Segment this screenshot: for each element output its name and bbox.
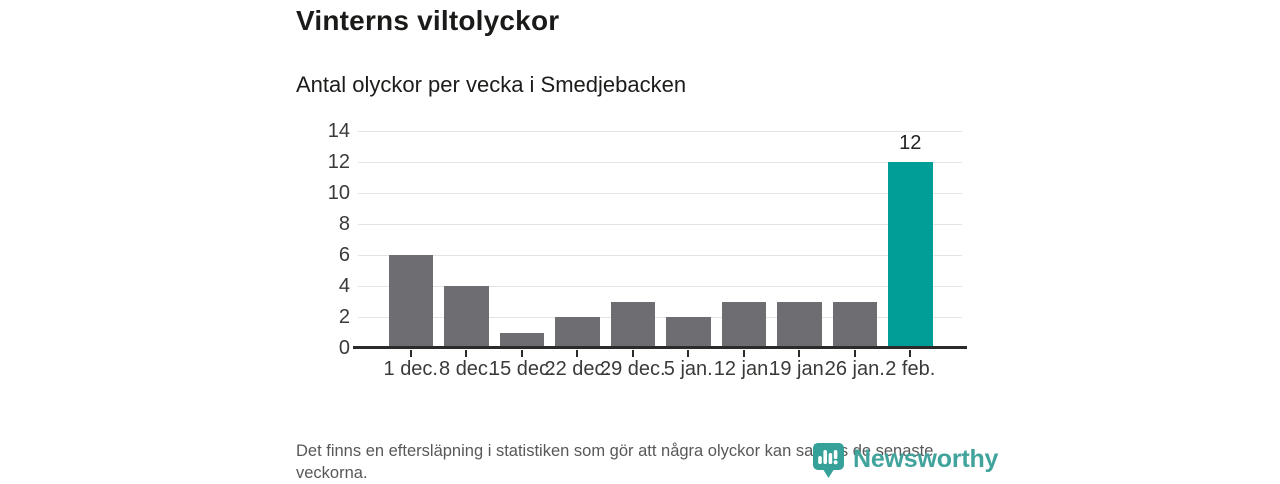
gridline (358, 223, 962, 225)
x-tick-label: 29 dec. (599, 358, 666, 380)
axis-tick (465, 350, 468, 357)
newsworthy-pin-chart-icon (812, 442, 846, 479)
footer-note: Det finns en eftersläpning i statistiken… (296, 442, 934, 482)
x-tick-label: 22 dec. (544, 358, 611, 380)
axis-tick (409, 350, 412, 357)
axis-tick (576, 350, 579, 357)
x-tick-label: 19 jan. (769, 358, 830, 380)
y-tick-label: 0 (338, 337, 350, 359)
bar-value-label: 12 (899, 132, 922, 154)
bar (721, 301, 766, 348)
y-tick-label: 10 (327, 182, 350, 204)
axis-tick (687, 350, 690, 357)
bar (499, 332, 544, 348)
gridline (358, 285, 962, 287)
bar (888, 162, 933, 348)
bar (666, 317, 711, 348)
bar (777, 301, 822, 348)
x-tick-label: 8 dec. (439, 358, 494, 380)
x-tick-label: 5 jan. (663, 358, 713, 380)
bar (832, 301, 877, 348)
y-axis-labels: 0 2 4 6 8 10 12 14 (286, 120, 350, 359)
axis-tick (520, 350, 523, 357)
axis-tick (909, 350, 912, 357)
axis-tick (798, 350, 801, 357)
gridline (358, 161, 962, 163)
newsworthy-logo: Newsworthy (812, 442, 998, 479)
plot-area: 12 (353, 130, 967, 357)
y-tick-label: 4 (338, 275, 350, 297)
bar (555, 317, 600, 348)
x-tick-label: 26 jan. (824, 358, 885, 380)
bar (610, 301, 655, 348)
axis-tick (853, 350, 856, 357)
bar (388, 255, 433, 348)
chart-title: Vinterns viltolyckor (296, 5, 560, 36)
y-tick-label: 14 (327, 120, 350, 142)
bar (444, 286, 489, 348)
gridline (358, 192, 962, 194)
y-tick-label: 6 (338, 244, 350, 266)
x-axis-labels: 1 dec. 8 dec. 15 dec. 22 dec. 29 dec. 5 jan. 1… (358, 357, 962, 383)
y-tick-label: 8 (338, 213, 350, 235)
x-axis-baseline (353, 346, 967, 349)
x-tick-label: 12 jan. (713, 358, 774, 380)
axis-tick (742, 350, 745, 357)
y-tick-label: 12 (327, 151, 350, 173)
x-tick-label: 1 dec. (383, 358, 438, 380)
x-tick-label: 2 feb. (885, 358, 936, 380)
axis-tick (631, 350, 634, 357)
gridline (358, 254, 962, 256)
x-tick-label: 15 dec. (488, 358, 555, 380)
gridline (358, 316, 962, 318)
gridline (358, 130, 962, 132)
chart-subtitle: Antal olyckor per vecka i Smedjebacken (296, 72, 687, 97)
y-tick-label: 2 (338, 306, 350, 328)
newsworthy-wordmark: Newsworthy (853, 445, 999, 473)
